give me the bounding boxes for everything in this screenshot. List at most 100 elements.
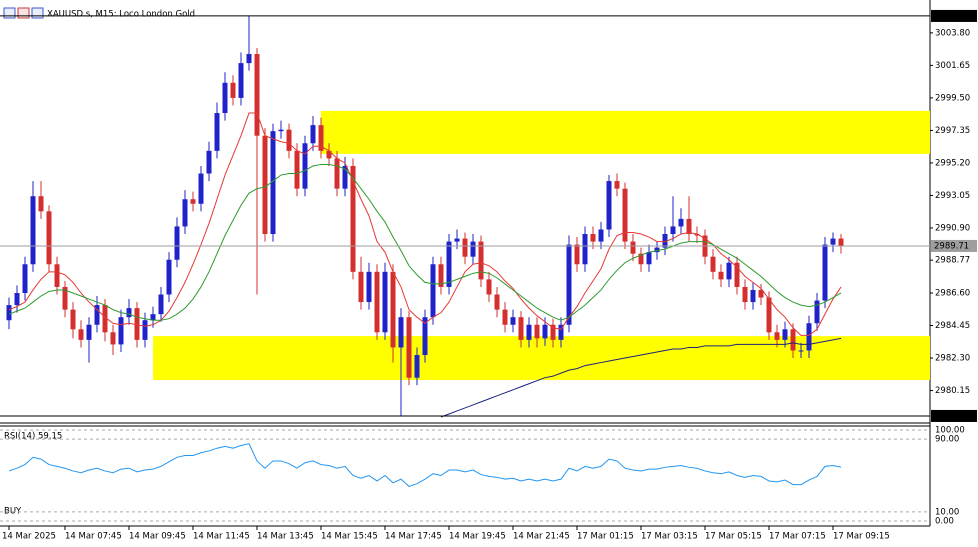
candle-body [438, 264, 444, 287]
x-tick-label: 17 Mar 01:15 [577, 532, 634, 542]
y-tick-label: 90.00 [935, 435, 959, 445]
candle-body [446, 241, 452, 287]
icon [3, 7, 16, 19]
candle-body [550, 324, 556, 340]
candle-body [350, 165, 356, 272]
candle-body [814, 300, 820, 324]
candle-body [662, 234, 668, 248]
candle-body [694, 234, 700, 236]
candle-body [486, 279, 492, 295]
candle-body [758, 289, 764, 298]
candle-body [206, 150, 212, 174]
candle-body [822, 244, 828, 301]
candle-body [470, 241, 476, 257]
y-tick-label: 2988.77 [935, 256, 970, 266]
candle-body [390, 271, 396, 348]
candle-body [318, 125, 324, 151]
candle-body [430, 264, 436, 318]
candle-body [518, 317, 524, 340]
price-label-bg [931, 239, 977, 252]
candle-body [622, 188, 628, 242]
y-tick-label: 2999.50 [935, 93, 970, 103]
candle-body [638, 253, 644, 265]
candle-body [542, 324, 548, 339]
candle-body [302, 143, 308, 189]
candle-body [254, 54, 260, 136]
candle-body [494, 294, 500, 310]
candle-body [678, 218, 684, 227]
candle-body [502, 309, 508, 325]
x-tick-label: 17 Mar 03:15 [641, 532, 698, 542]
candle-body [454, 238, 460, 242]
candle-body [382, 271, 388, 333]
price-label-bg [931, 409, 977, 422]
rsi-title: RSI(14) 59.15 [4, 432, 62, 442]
candle-body [830, 238, 836, 245]
price-label: 3004.92 [934, 11, 969, 21]
candle-body [30, 196, 36, 265]
candle-body [462, 238, 468, 257]
x-tick-label: 17 Mar 05:15 [705, 532, 762, 542]
y-tick-label: 10.00 [935, 507, 959, 517]
candle-body [646, 252, 652, 265]
candle-body [70, 309, 76, 330]
candle-body [766, 297, 772, 333]
icon [31, 7, 44, 19]
candle-body [22, 264, 28, 293]
candle-body [374, 271, 380, 333]
candle-body [182, 199, 188, 227]
candle-body [606, 181, 612, 230]
candle-body [238, 63, 244, 98]
y-tick-label: 2984.45 [935, 321, 970, 331]
x-tick-label: 14 Mar 19:45 [449, 532, 506, 542]
icon [17, 7, 30, 19]
candle-body [478, 241, 484, 280]
candle-body [534, 324, 540, 339]
candle-body [38, 196, 44, 212]
candle-body [222, 82, 228, 114]
moving-average [8, 163, 842, 321]
candle-body [590, 234, 596, 242]
candle-body [574, 244, 580, 265]
moving-average [440, 337, 842, 418]
y-tick-label: 3001.65 [935, 61, 970, 71]
chart-title: XAUUSD.s, M15: Loco London Gold [47, 10, 195, 20]
candle-body [118, 317, 124, 345]
candle-body [166, 259, 172, 295]
candle-body [422, 317, 428, 356]
x-tick-label: 14 Mar 09:45 [129, 532, 186, 542]
candle-body [270, 131, 276, 235]
x-tick-label: 14 Mar 17:45 [385, 532, 442, 542]
candle-body [150, 314, 156, 321]
zone [321, 110, 930, 154]
y-tick-label: 0.00 [935, 517, 954, 527]
candle-body [750, 289, 756, 303]
rsi-line [8, 443, 842, 487]
toolbar-icons [3, 7, 44, 19]
x-tick-label: 14 Mar 13:45 [257, 532, 314, 542]
x-tick-label: 14 Mar 07:45 [65, 532, 122, 542]
candle-body [798, 350, 804, 352]
candle-body [190, 199, 196, 204]
x-tick-label: 14 Mar 11:45 [193, 532, 250, 542]
x-tick-label: 14 Mar 21:45 [513, 532, 570, 542]
candle-body [726, 262, 732, 280]
price-label-bg [931, 9, 977, 22]
y-tick-label: 2986.60 [935, 288, 970, 298]
y-tick-label: 2997.35 [935, 126, 970, 136]
candle-body [94, 305, 100, 325]
candle-body [598, 229, 604, 242]
candle-body [62, 286, 68, 310]
candle-body [310, 125, 316, 144]
candle-body [110, 332, 116, 345]
candle-body [406, 317, 412, 378]
candle-body [342, 165, 348, 189]
candle-body [718, 271, 724, 280]
candle-body [734, 262, 740, 287]
x-tick-label: 17 Mar 09:15 [833, 532, 890, 542]
candle-body [294, 150, 300, 189]
candle-body [414, 355, 420, 378]
candle-body [286, 129, 292, 151]
zone [153, 336, 930, 380]
